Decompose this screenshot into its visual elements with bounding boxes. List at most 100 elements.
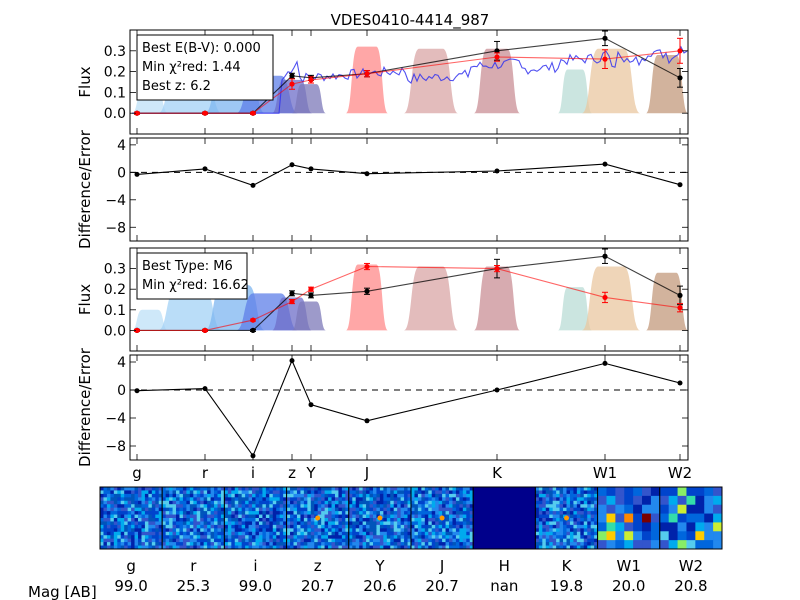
cutout-pixel-z-1-10 xyxy=(321,490,325,495)
cutout-pixel-W1-4-2 xyxy=(615,522,625,532)
cutout-pixel-g-10-8 xyxy=(127,521,132,526)
cutout-pixel-J-11-6 xyxy=(431,524,436,529)
cutout-pixel-Y-12-1 xyxy=(352,528,357,533)
cutout-pixel-r-11-15 xyxy=(214,524,218,529)
cutout-pixel-Y-14-14 xyxy=(397,535,401,539)
cutout-pixel-g-3-8 xyxy=(127,497,132,502)
cutout-pixel-Y-12-15 xyxy=(400,528,405,533)
cutout-pixel-W2-6-5 xyxy=(704,540,714,550)
cutout-pixel-g-12-6 xyxy=(120,528,125,533)
cutout-pixel-J-7-5 xyxy=(428,511,433,515)
filter-curve-2-8 xyxy=(474,266,520,331)
cutout-pixel-K-1-4 xyxy=(549,490,553,495)
cutout-pixel-J-9-15 xyxy=(462,518,467,522)
cutout-pixel-g-1-5 xyxy=(117,490,122,495)
cutout-pixel-i-4-17 xyxy=(283,500,287,505)
cutout-pixel-Y-11-11 xyxy=(386,524,391,529)
cutout-pixel-z-13-1 xyxy=(290,531,294,536)
cutout-pixel-K-8-17 xyxy=(594,514,598,519)
cutout-pixel-i-15-9 xyxy=(255,538,260,543)
cutout-pixel-r-0-9 xyxy=(193,487,198,491)
cutout-pixel-z-4-11 xyxy=(324,500,329,505)
cutout-pixel-z-6-14 xyxy=(334,507,339,512)
cutout-pixel-r-3-17 xyxy=(220,497,225,502)
cutout-pixel-r-0-15 xyxy=(214,487,218,491)
cutout-pixel-Y-15-12 xyxy=(390,538,395,543)
cutout-pixel-i-13-6 xyxy=(245,531,249,536)
cutout-pixel-z-1-6 xyxy=(307,490,312,495)
cutout-pixel-Y-15-14 xyxy=(397,538,401,543)
cutout-pixel-i-17-2 xyxy=(231,545,236,550)
cutout-pixel-i-12-5 xyxy=(241,528,246,533)
cutout-pixel-g-12-1 xyxy=(103,528,108,533)
cutout-pixel-J-7-3 xyxy=(421,511,426,515)
cutout-pixel-r-2-15 xyxy=(214,493,218,498)
cutout-pixel-g-12-11 xyxy=(138,528,142,533)
cutout-pixel-z-13-9 xyxy=(317,531,322,536)
cutout-pixel-r-5-3 xyxy=(172,504,177,508)
cutout-pixel-J-8-2 xyxy=(417,514,422,519)
cutout-pixel-K-15-2 xyxy=(542,538,547,543)
cutout-pixel-W2-2-0 xyxy=(659,504,669,514)
cutout-pixel-r-7-16 xyxy=(217,511,222,515)
cutout-pixel-z-6-11 xyxy=(324,507,329,512)
cutout-pixel-K-9-14 xyxy=(583,518,588,522)
cutout-pixel-K-1-16 xyxy=(590,490,595,495)
cutout-pixel-z-2-7 xyxy=(310,493,315,498)
cutout-pixel-z-11-7 xyxy=(310,524,315,529)
cutout-pixel-K-2-1 xyxy=(538,493,543,498)
cutout-pixel-K-11-12 xyxy=(576,524,581,529)
cutout-pixel-r-13-3 xyxy=(172,531,177,536)
cutout-pixel-z-13-6 xyxy=(307,531,312,536)
cutout-pixel-J-11-3 xyxy=(421,524,426,529)
residual-point-3-0 xyxy=(134,388,140,394)
cutout-pixel-K-16-14 xyxy=(583,542,588,546)
model-point-2-3 xyxy=(289,298,295,305)
cutout-pixel-Y-10-7 xyxy=(372,521,377,526)
cutout-pixel-z-16-16 xyxy=(341,542,346,546)
cutout-pixel-g-3-7 xyxy=(124,497,128,502)
cutout-band-label-r: r xyxy=(190,557,197,575)
cutout-pixel-z-13-8 xyxy=(314,531,318,536)
cutout-pixel-K-0-12 xyxy=(576,487,581,491)
cutout-pixel-z-0-0 xyxy=(286,487,291,491)
cutout-pixel-g-2-1 xyxy=(103,493,108,498)
cutout-pixel-J-4-14 xyxy=(459,500,464,505)
cutout-pixel-Y-10-12 xyxy=(390,521,395,526)
cutout-pixel-Y-17-6 xyxy=(369,545,374,550)
cutout-pixel-i-16-12 xyxy=(265,542,270,546)
cutout-pixel-W2-6-1 xyxy=(668,540,678,550)
cutout-pixel-i-7-8 xyxy=(252,511,256,515)
cutout-pixel-Y-9-7 xyxy=(372,518,377,522)
cutout-pixel-g-9-2 xyxy=(106,518,111,522)
cutout-pixel-Y-16-2 xyxy=(355,542,360,546)
cutout-pixel-Y-3-10 xyxy=(383,497,388,502)
cutout-pixel-J-1-6 xyxy=(431,490,436,495)
cutout-pixel-Y-17-10 xyxy=(383,545,388,550)
cutout-pixel-z-17-17 xyxy=(345,545,350,550)
cutout-pixel-g-7-11 xyxy=(138,511,142,515)
cutout-pixel-r-10-11 xyxy=(200,521,204,526)
cutout-pixel-i-6-11 xyxy=(262,507,267,512)
cutout-pixel-i-5-4 xyxy=(238,504,242,508)
cutout-pixel-r-12-3 xyxy=(172,528,177,533)
cutout-pixel-r-12-17 xyxy=(220,528,225,533)
cutout-pixel-z-16-15 xyxy=(338,542,343,546)
cutout-pixel-z-11-14 xyxy=(334,524,339,529)
cutout-pixel-Y-2-3 xyxy=(359,493,363,498)
cutout-pixel-z-5-12 xyxy=(328,504,332,508)
cutout-pixel-g-9-5 xyxy=(117,518,122,522)
cutout-pixel-g-8-6 xyxy=(120,514,125,519)
cutout-pixel-K-0-10 xyxy=(569,487,574,491)
cutout-mag-W1: 20.0 xyxy=(612,577,645,595)
cutout-pixel-Y-11-9 xyxy=(379,524,384,529)
cutout-pixel-i-3-10 xyxy=(258,497,263,502)
cutout-pixel-r-4-7 xyxy=(186,500,191,505)
cutout-pixel-z-9-2 xyxy=(293,518,298,522)
cutout-pixel-J-0-10 xyxy=(445,487,450,491)
cutout-pixel-g-2-10 xyxy=(134,493,139,498)
cutout-pixel-r-9-2 xyxy=(169,518,173,522)
cutout-pixel-J-13-5 xyxy=(428,531,433,536)
cutout-pixel-K-11-7 xyxy=(559,524,564,529)
